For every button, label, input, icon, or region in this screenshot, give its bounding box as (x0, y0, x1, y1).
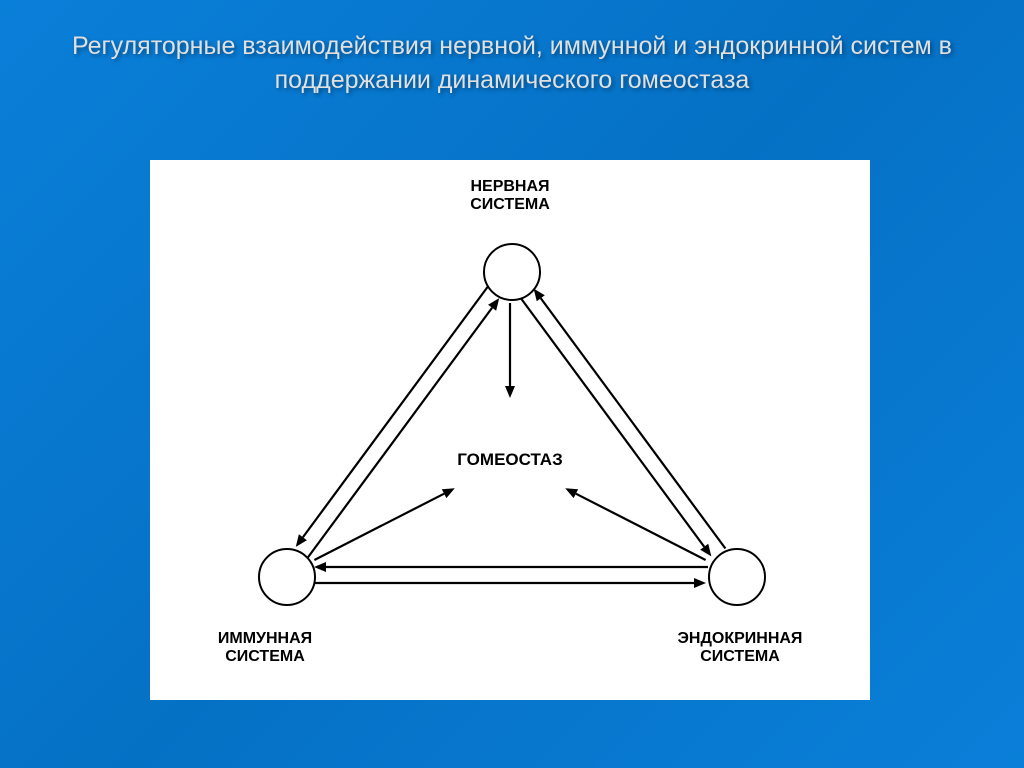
slide-title: Регуляторные взаимодействия нервной, имм… (60, 30, 964, 98)
label-right: ЭНДОКРИННАЯ СИСТЕМА (620, 630, 860, 667)
label-top-line1: НЕРВНАЯ (470, 178, 549, 195)
node-left (258, 548, 316, 606)
node-right (708, 548, 766, 606)
diagram-figure: НЕРВНАЯ СИСТЕМА ИММУННАЯ СИСТЕМА ЭНДОКРИ… (150, 160, 870, 700)
label-center: ГОМЕОСТАЗ (410, 450, 610, 470)
label-right-line2: СИСТЕМА (700, 648, 780, 665)
label-top-line2: СИСТЕМА (470, 196, 550, 213)
label-right-line1: ЭНДОКРИННАЯ (678, 630, 803, 647)
label-top: НЕРВНАЯ СИСТЕМА (390, 178, 630, 215)
label-left: ИММУННАЯ СИСТЕМА (155, 630, 375, 667)
label-left-line2: СИСТЕМА (225, 648, 305, 665)
node-top (483, 243, 541, 301)
diagram-arrows (150, 160, 870, 700)
slide: Регуляторные взаимодействия нервной, имм… (0, 0, 1024, 768)
label-left-line1: ИММУННАЯ (218, 630, 312, 647)
